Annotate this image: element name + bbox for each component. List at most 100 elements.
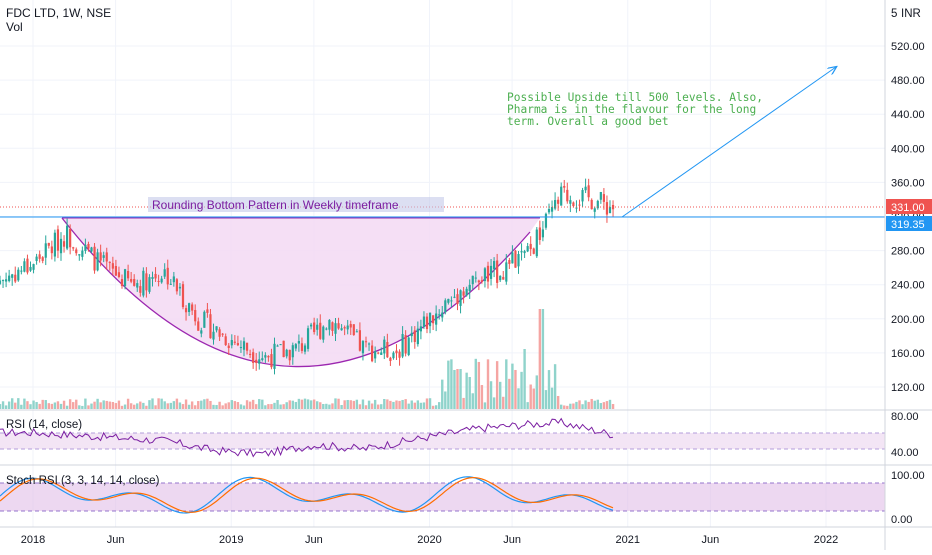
candle-body <box>474 277 477 279</box>
volume-bar <box>367 400 371 409</box>
candle-body <box>270 354 273 368</box>
volume-bar <box>526 402 529 409</box>
candle-body <box>81 250 84 257</box>
candle-body <box>441 312 444 318</box>
volume-bar <box>267 404 270 409</box>
candle-body <box>364 341 368 343</box>
candle-body <box>297 341 300 344</box>
rounding-bottom-shape[interactable] <box>62 218 540 367</box>
candle-body <box>566 189 569 202</box>
volume-bar <box>511 363 514 409</box>
candle-body <box>355 331 358 333</box>
time-axis[interactable]: 2018 Jun 2019 Jun 2020 Jun 2021 Jun 2022 <box>21 534 838 546</box>
volume-bar <box>163 401 166 409</box>
candle-body <box>288 349 291 361</box>
volume-bar <box>160 398 163 409</box>
candle-body <box>303 345 307 352</box>
last-price-label: 331.00 <box>891 202 925 214</box>
target-note-line-2[interactable]: Pharma is in the flavour for the long <box>507 103 756 116</box>
candle-body <box>386 342 389 358</box>
volume-bar <box>575 401 578 409</box>
candle-body <box>371 345 374 362</box>
candle-body <box>502 276 505 280</box>
candle-body <box>130 279 133 282</box>
volume-bar <box>505 359 508 409</box>
target-note-line-3[interactable]: term. Overall a good bet <box>507 115 669 128</box>
volume-bar <box>273 402 276 409</box>
volume-bar <box>178 402 182 409</box>
candle-body <box>477 280 480 283</box>
volume-bar <box>358 404 362 409</box>
volume-bar <box>108 401 111 409</box>
price-tick: 440.00 <box>891 109 925 121</box>
candle-body <box>139 286 142 293</box>
volume-bar <box>294 401 298 409</box>
price-axis-top-partial: 5 <box>891 8 897 20</box>
volume-bar <box>373 399 377 409</box>
volume-bar <box>599 403 603 409</box>
candle-body <box>389 357 392 362</box>
candle-body <box>349 324 352 328</box>
price-tick: 200.00 <box>891 314 925 326</box>
volume-bars <box>0 309 615 409</box>
volume-bar <box>419 402 423 409</box>
rounding-bottom-curve[interactable] <box>61 217 531 368</box>
volume-bar <box>550 387 554 409</box>
volume-bar <box>450 359 453 409</box>
volume-bar <box>331 403 334 409</box>
candle-body <box>197 321 200 331</box>
volume-bar <box>547 370 551 409</box>
candle-body <box>123 269 127 286</box>
candle-body <box>306 328 310 349</box>
candle-body <box>35 256 38 261</box>
candle-body <box>239 347 243 349</box>
volume-bar <box>41 399 44 409</box>
price-axis[interactable]: 520.00480.00440.00400.00360.00320.00280.… <box>891 41 925 394</box>
candle-body <box>367 343 371 345</box>
volume-bar <box>11 398 14 409</box>
candle-body <box>572 202 575 207</box>
price-tick: 480.00 <box>891 75 925 87</box>
candle-body <box>541 229 544 238</box>
candle-body <box>227 345 230 349</box>
candle-body <box>252 352 255 363</box>
candle-body <box>0 280 2 284</box>
volume-bar <box>316 401 319 409</box>
candle-body <box>544 213 548 228</box>
volume-bar <box>206 398 209 409</box>
volume-bar <box>508 378 511 409</box>
candle-body <box>480 280 483 282</box>
candle-body <box>188 303 191 312</box>
candle-body <box>215 326 218 331</box>
candle-body <box>483 268 487 282</box>
volume-bar <box>572 403 575 409</box>
volume-bar <box>142 402 145 409</box>
candle-body <box>529 243 532 250</box>
candle-body <box>154 273 157 279</box>
pattern-label[interactable]: Rounding Bottom Pattern in Weekly timefr… <box>152 198 399 212</box>
candle-body <box>444 300 447 313</box>
candle-body <box>191 304 194 311</box>
candle-body <box>489 265 493 279</box>
candle-body <box>8 275 11 282</box>
candle-body <box>56 229 60 251</box>
candle-body <box>563 185 566 188</box>
volume-bar <box>136 403 139 409</box>
time-tick: 2022 <box>814 534 838 546</box>
volume-bar <box>29 404 32 409</box>
volume-bar <box>139 401 142 409</box>
candle-body <box>471 275 474 285</box>
candle-body <box>90 247 93 252</box>
volume-bar <box>383 399 386 409</box>
candle-body <box>358 330 361 351</box>
rsi-line <box>0 417 614 458</box>
target-arrow[interactable] <box>621 67 836 218</box>
target-note-line-1[interactable]: Possible Upside till 500 levels. Also, <box>507 91 763 104</box>
volume-bar <box>236 402 240 409</box>
price-tick: 520.00 <box>891 41 925 53</box>
candle-body <box>340 328 343 331</box>
candle-body <box>505 262 508 282</box>
candle-body <box>218 329 221 337</box>
